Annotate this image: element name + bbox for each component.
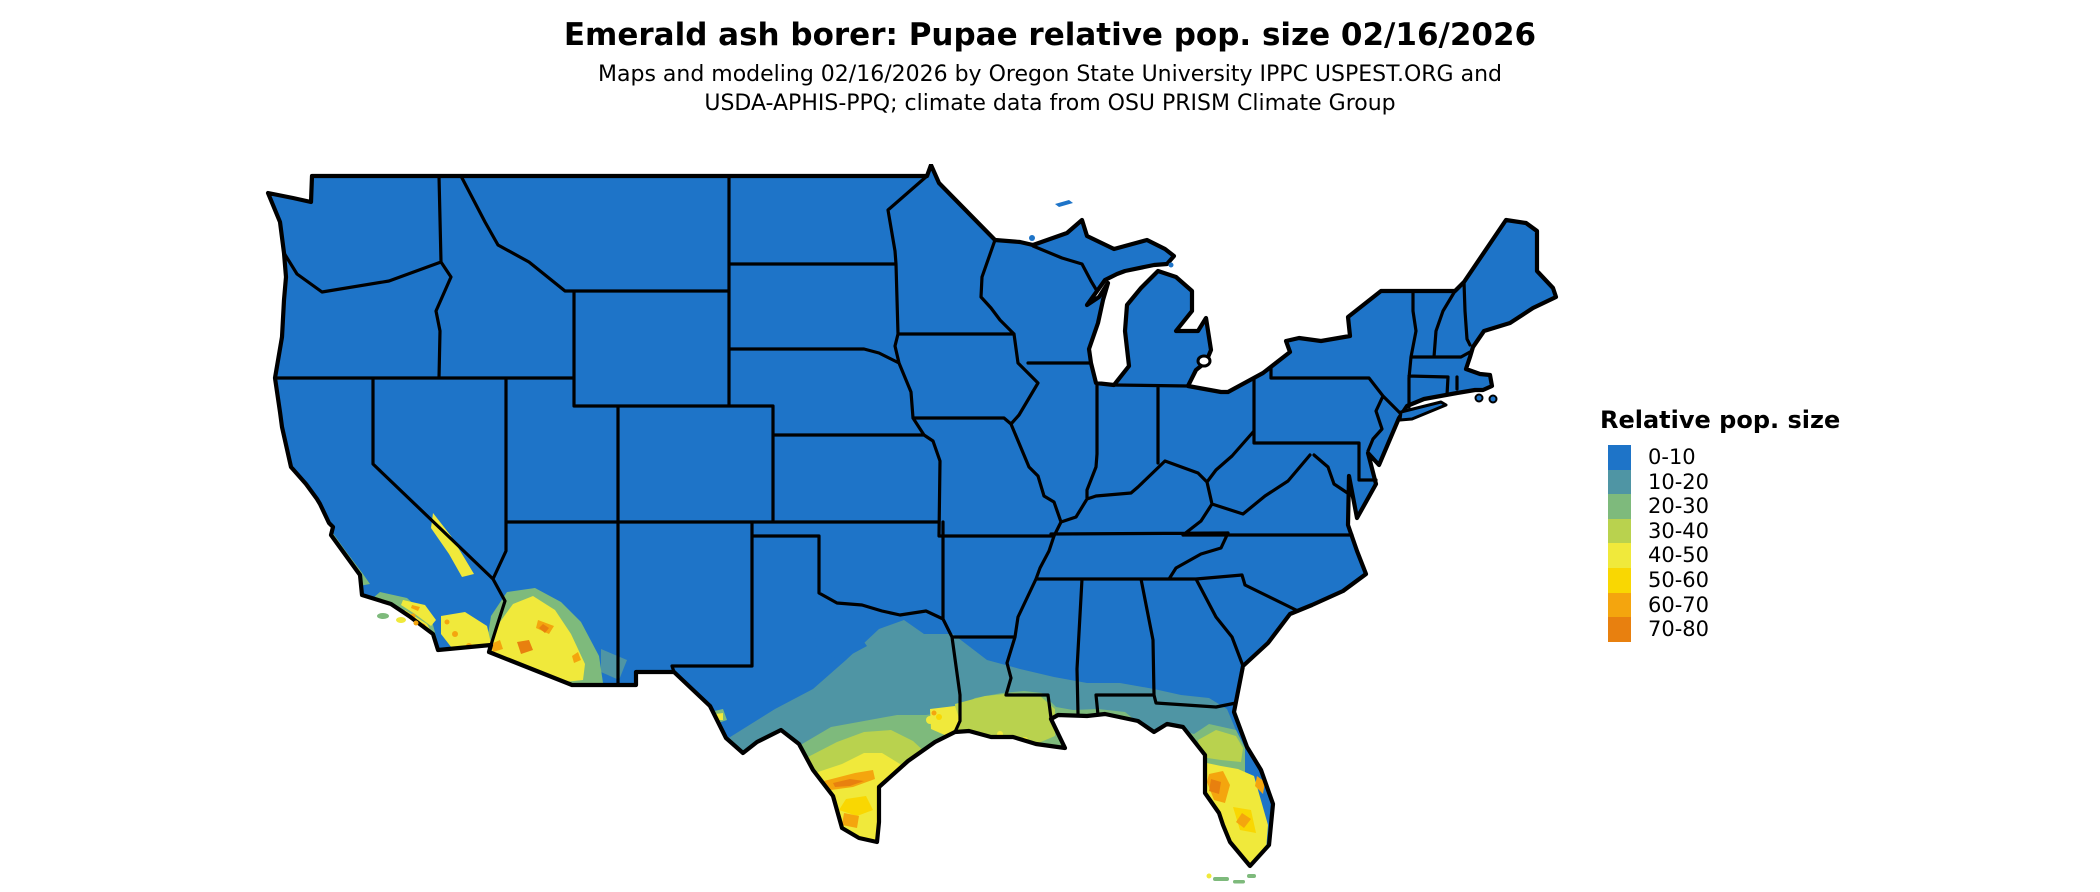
lake-st-clair — [1196, 354, 1212, 368]
overlay-orange-yuma — [491, 640, 503, 652]
long-island — [1398, 400, 1448, 422]
legend-swatch-40-50 — [1608, 543, 1631, 568]
land-base-0-10 — [268, 165, 1556, 866]
legend-swatch-50-60 — [1608, 567, 1631, 593]
channel-island-green — [377, 613, 389, 619]
legend-swatch-0-10 — [1608, 445, 1631, 470]
florida-keys-2 — [1233, 880, 1245, 884]
state-borders — [273, 174, 1472, 734]
overlay-orange-ca-dot6 — [444, 619, 450, 625]
page-title: Emerald ash borer: Pupae relative pop. s… — [563, 17, 1537, 53]
overlay-orange-fl-south — [1236, 813, 1251, 828]
overlay-yellow-la-basin — [401, 600, 436, 626]
marthas-vineyard-dot — [1474, 393, 1484, 403]
us-map — [255, 164, 1575, 892]
legend-rows: 0-10 10-20 20-30 30-40 40-50 50-60 60-70 — [1600, 445, 1860, 642]
legend-item-10-20: 10-20 — [1608, 469, 1860, 495]
legend-swatch-60-70 — [1608, 592, 1631, 618]
florida-keys-yellow-dot — [1206, 873, 1212, 879]
subtitle-line-2: USDA-APHIS-PPQ; climate data from OSU PR… — [704, 91, 1396, 116]
legend-label-10-20: 10-20 — [1648, 469, 1710, 494]
subtitle-line-1: Maps and modeling 02/16/2026 by Oregon S… — [598, 62, 1502, 87]
legend-label-70-80: 70-80 — [1648, 617, 1710, 642]
legend-label-20-30: 20-30 — [1648, 494, 1710, 519]
overlay-yellow-beaumont — [930, 706, 961, 736]
overlay-darkorange-fl — [1209, 779, 1221, 794]
legend-swatch-30-40 — [1608, 518, 1631, 544]
legend-swatch-10-20 — [1608, 469, 1631, 495]
mackinac-island-dot — [1168, 262, 1174, 268]
legend-item-40-50: 40-50 — [1608, 543, 1860, 568]
overlay-orange-tucson — [572, 652, 581, 663]
overlay-yellowgreen-fl — [1198, 730, 1243, 762]
overlay-gold-south-tx — [839, 796, 873, 816]
channel-island-orange — [413, 620, 419, 626]
legend-label-0-10: 0-10 — [1648, 445, 1696, 469]
subtitle: Maps and modeling 02/16/2026 by Oregon S… — [0, 60, 2100, 118]
legend-label-50-60: 50-60 — [1648, 567, 1710, 592]
us-map-svg — [255, 164, 1575, 884]
florida-keys-1 — [1213, 877, 1229, 881]
overlay-orange-beaumont-dot — [931, 710, 937, 716]
overlay-blue-pocket-central-tx — [815, 630, 867, 660]
legend-item-30-40: 30-40 — [1608, 518, 1860, 544]
legend-label-40-50: 40-50 — [1648, 543, 1710, 568]
apostle-islands-dot — [1029, 235, 1035, 241]
legend-label-30-40: 30-40 — [1648, 518, 1710, 543]
overlay-orange-ca-dot4 — [452, 631, 458, 637]
overlay-darkorange-phoenix — [539, 624, 549, 633]
overlay-orange-ca-dot3 — [428, 639, 434, 645]
legend-item-0-10: 0-10 — [1608, 445, 1860, 470]
florida-keys-3 — [1247, 874, 1256, 878]
legend-item-50-60: 50-60 — [1608, 567, 1860, 593]
overlay-yellowgreen-la — [955, 693, 1055, 744]
overlay-gold-la-dot — [936, 714, 942, 720]
legend-swatch-70-80 — [1608, 617, 1631, 642]
isle-royale — [1055, 200, 1073, 207]
legend: Relative pop. size 0-10 10-20 20-30 30-4… — [1600, 406, 1860, 642]
legend-swatch-20-30 — [1608, 494, 1631, 519]
legend-label-60-70: 60-70 — [1648, 592, 1710, 617]
overlay-teal-se-az — [601, 649, 627, 680]
legend-title: Relative pop. size — [1600, 406, 1841, 434]
legend-item-70-80: 70-80 — [1608, 617, 1860, 642]
legend-item-60-70: 60-70 — [1608, 592, 1860, 618]
overlay-yellow-houston-dot — [926, 716, 934, 724]
legend-item-20-30: 20-30 — [1608, 494, 1860, 519]
overlay-orange-tx-south — [842, 813, 859, 828]
overlay-orange-la-mini — [411, 605, 420, 611]
channel-island-yellow — [396, 617, 406, 623]
overlay-darkorange-tx — [833, 779, 864, 787]
overlay-darkorange-az2 — [517, 640, 533, 654]
nantucket-dot — [1488, 394, 1498, 404]
